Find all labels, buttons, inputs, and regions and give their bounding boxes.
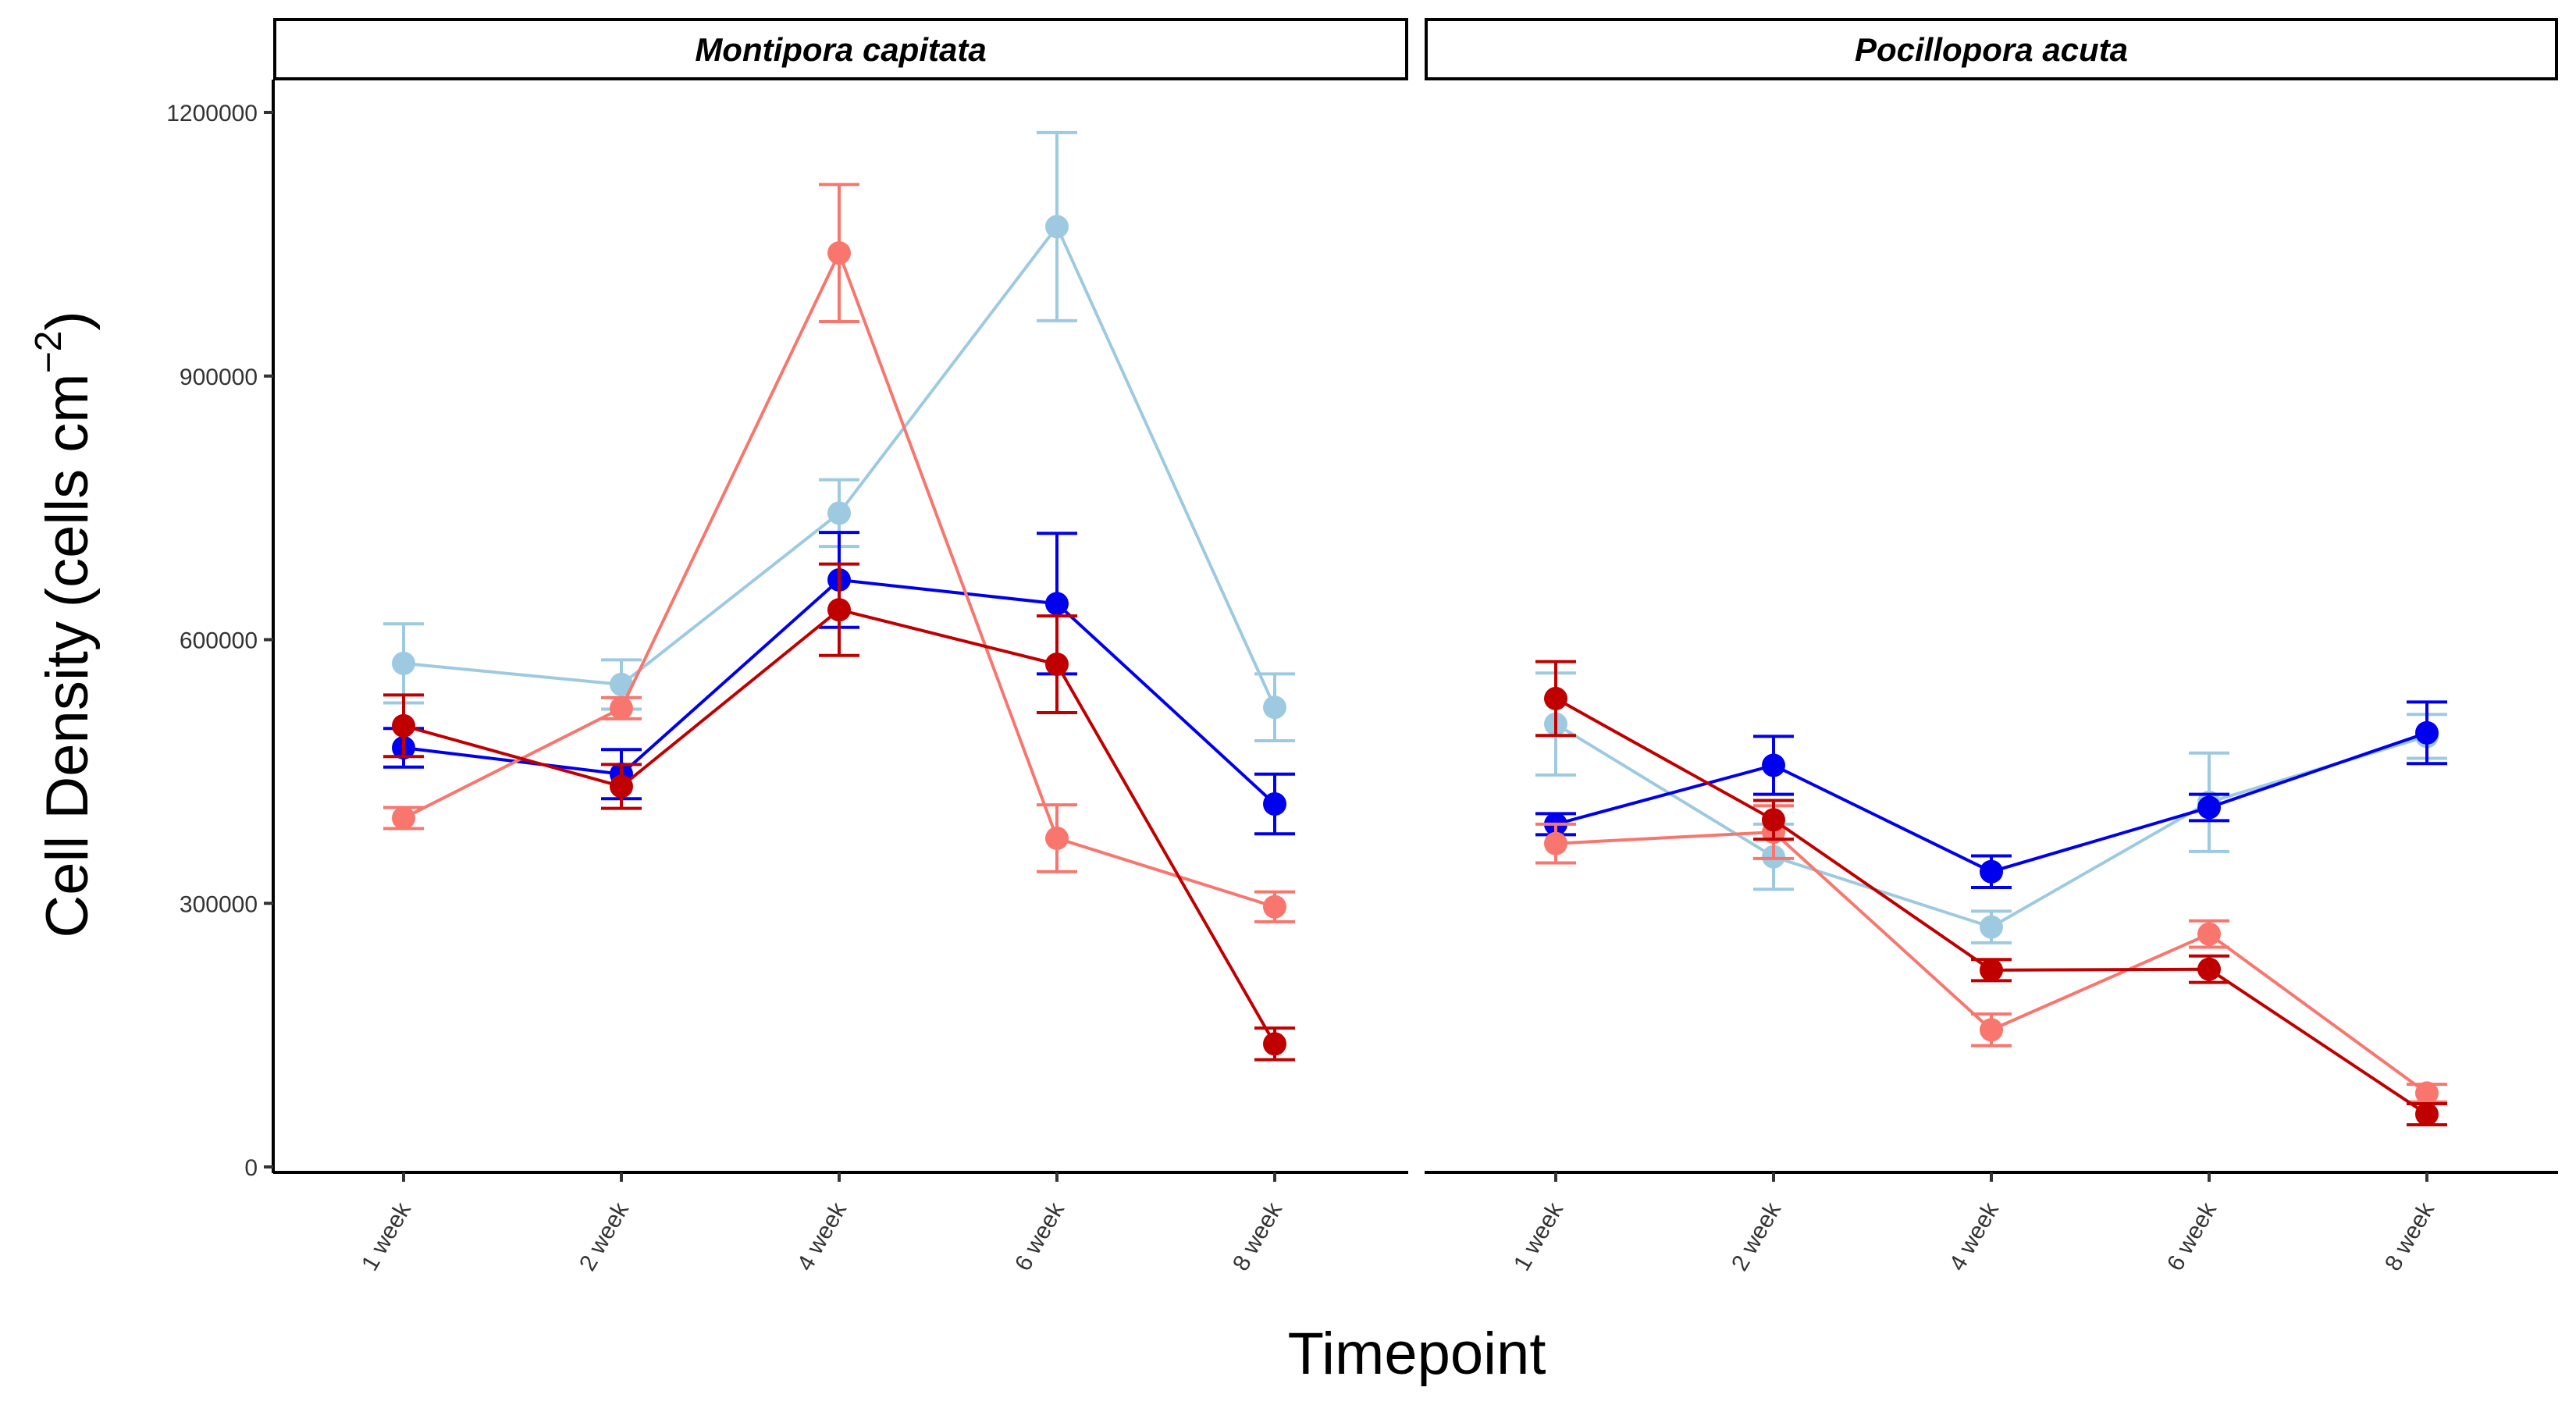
y-axis-title-close-paren: )	[34, 311, 101, 330]
y-axis-title-open-paren: (	[34, 588, 101, 607]
data-point	[827, 501, 851, 525]
data-point	[392, 713, 415, 738]
data-point	[1045, 653, 1069, 677]
y-tick-label: 300000	[180, 891, 258, 917]
data-point	[1544, 686, 1567, 710]
strip-montipora	[273, 18, 1408, 80]
data-point	[610, 774, 633, 799]
data-point	[1980, 1018, 2003, 1042]
y-tick-label: 1200000	[166, 101, 258, 126]
panel-montipora-plot	[383, 130, 1295, 1062]
data-point	[2197, 795, 2221, 820]
y-axis-title-exponent: −2	[28, 331, 69, 374]
data-point	[1263, 792, 1286, 816]
data-point	[1544, 831, 1567, 855]
data-point	[2197, 922, 2221, 946]
data-point	[1762, 753, 1785, 777]
y-axis-title: Cell Density (cells cm−2)	[28, 311, 101, 937]
data-point	[1980, 958, 2003, 982]
x-axis-title: Timepoint	[1288, 1321, 1546, 1387]
strip-pocillopora	[1425, 18, 2558, 80]
data-point	[2197, 957, 2221, 981]
data-point	[1263, 1032, 1286, 1056]
data-point	[392, 806, 415, 831]
data-point	[1762, 808, 1785, 832]
data-point	[827, 598, 851, 622]
y-axis: 0 300000 600000 900000 1200000	[166, 101, 273, 1181]
data-point	[1045, 592, 1069, 616]
data-point	[1263, 895, 1286, 919]
svg-text:Cell Density(cells cm−2): Cell Density (cells cm−2)	[28, 311, 101, 937]
data-point	[1980, 915, 2003, 939]
data-point	[1980, 859, 2003, 884]
data-point	[2415, 1081, 2439, 1105]
data-point	[827, 241, 851, 265]
data-point	[1045, 826, 1069, 850]
y-tick-label: 900000	[180, 365, 258, 390]
data-point	[1263, 695, 1286, 720]
panel-title-montipora: Montipora capitata	[695, 31, 986, 68]
y-axis-title-text: Cell Density	[34, 621, 101, 937]
panel-title-pocillopora: Pocillopora acuta	[1855, 31, 2128, 68]
y-axis-title-unit: cells cm	[34, 373, 101, 587]
y-tick-label: 600000	[180, 628, 258, 654]
data-point	[610, 672, 633, 696]
data-point	[392, 651, 415, 675]
data-point	[2415, 720, 2439, 745]
data-point	[610, 696, 633, 720]
y-tick-label: 0	[244, 1155, 258, 1181]
data-point	[1045, 215, 1069, 239]
panel-pocillopora-plot	[1535, 660, 2447, 1126]
data-point	[2415, 1102, 2439, 1126]
